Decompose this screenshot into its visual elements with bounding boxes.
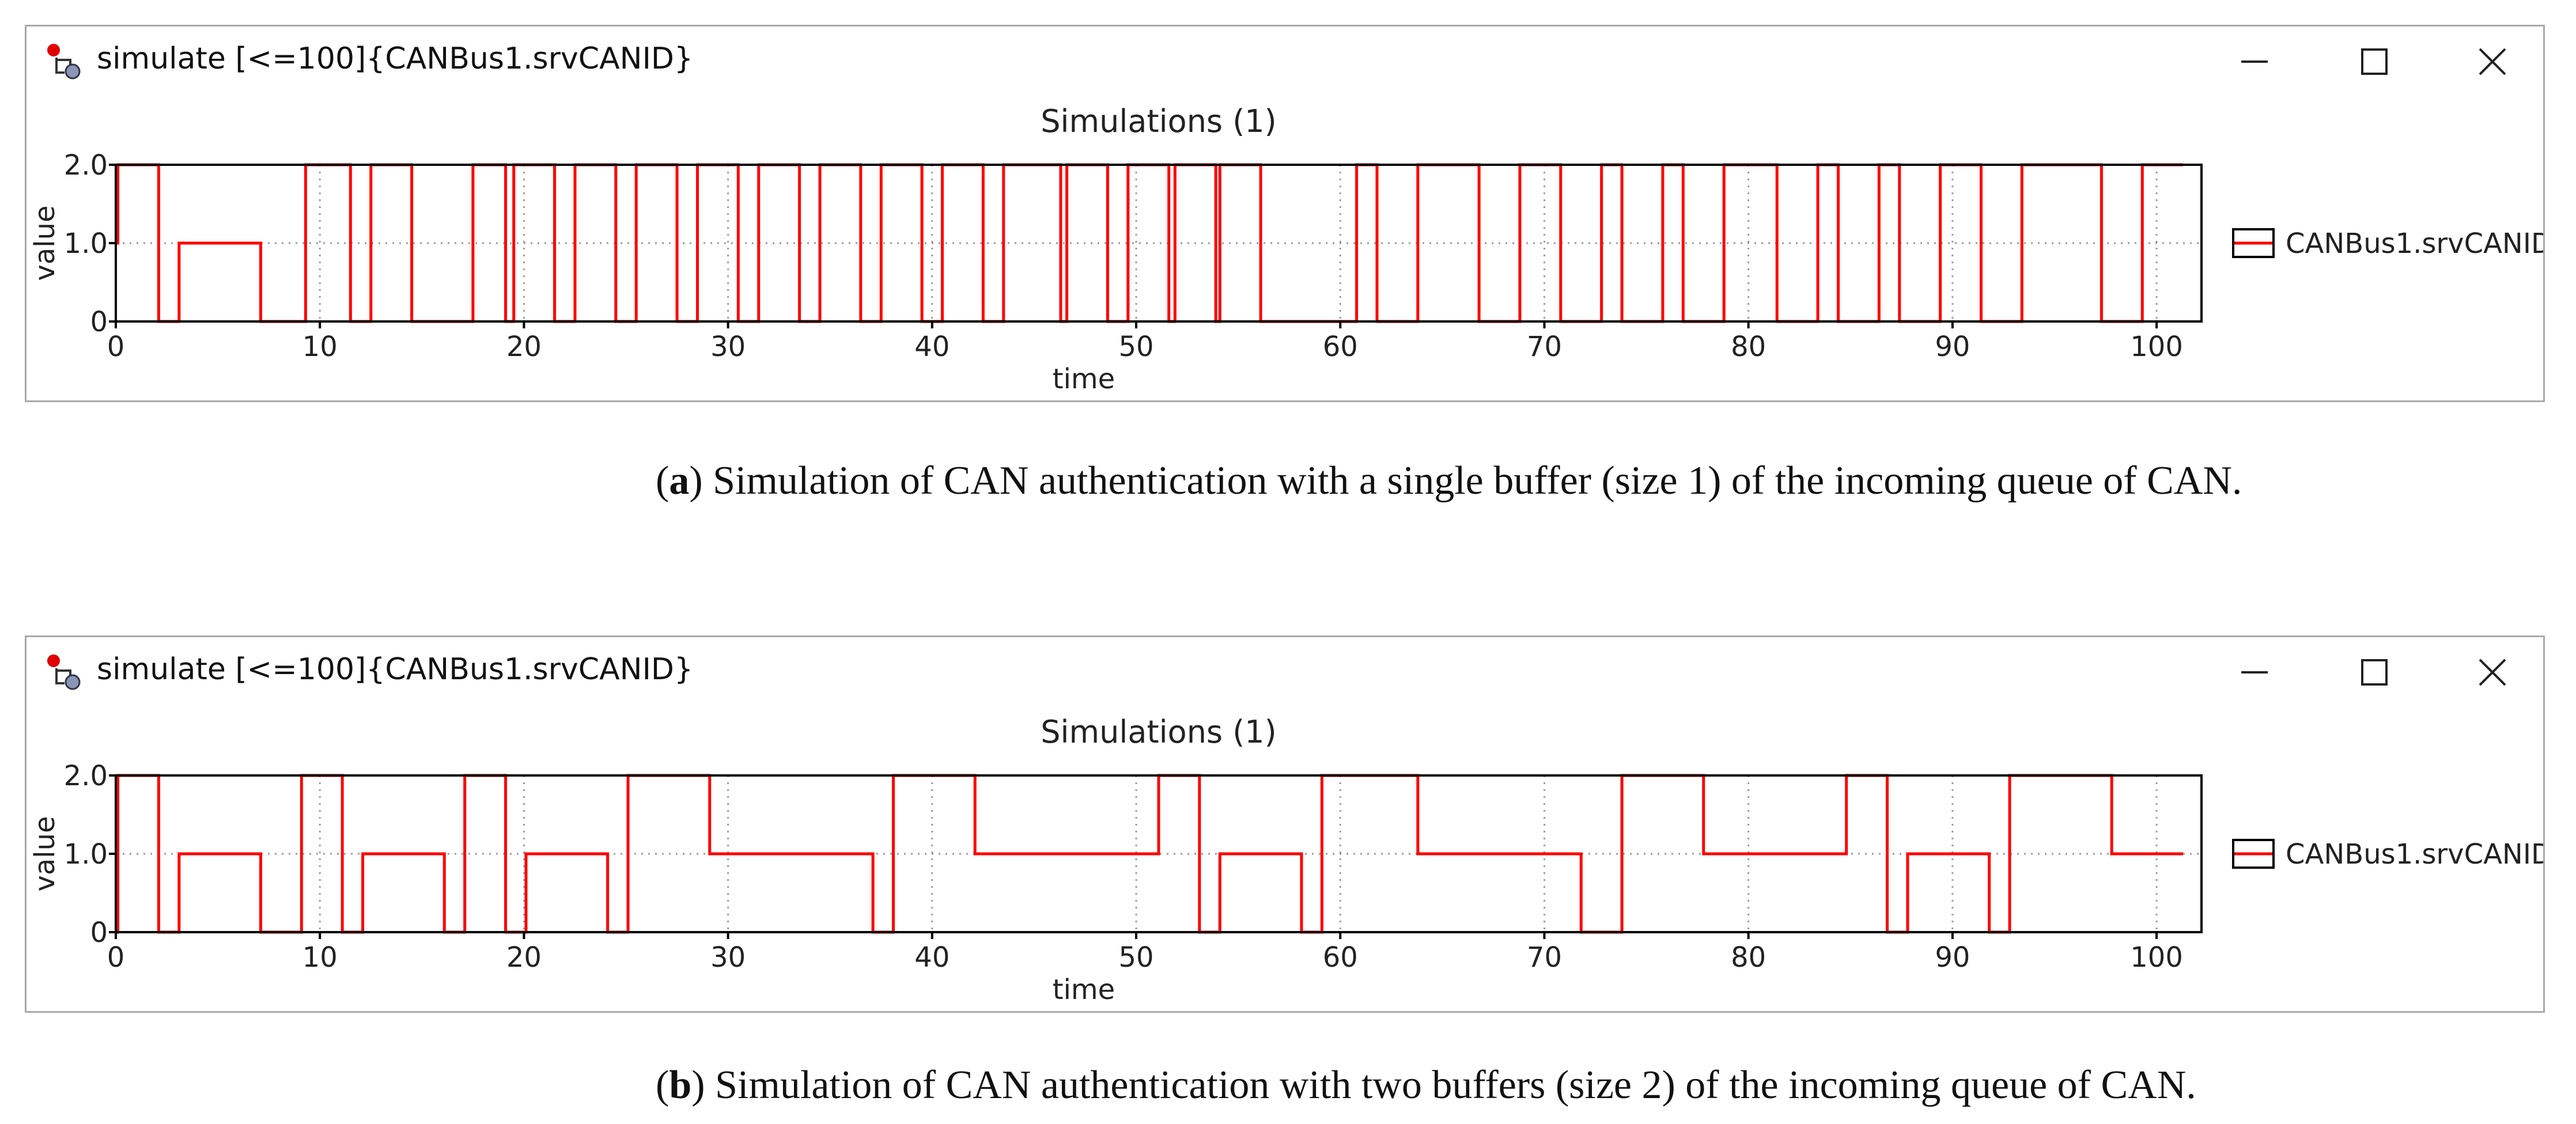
x-tick-label: 40 xyxy=(914,941,950,974)
x-tick-label: 10 xyxy=(302,941,338,974)
maximize-icon xyxy=(2361,659,2388,686)
x-tick-label: 40 xyxy=(914,331,950,363)
x-tick-label: 90 xyxy=(1935,331,1970,363)
minimize-icon xyxy=(2241,60,2268,63)
y-tick-label: 1.0 xyxy=(64,228,108,260)
y-tick-label: 2.0 xyxy=(64,760,108,792)
minimize-button[interactable] xyxy=(2234,41,2275,82)
plot-frame xyxy=(115,164,2203,323)
x-tick-label: 30 xyxy=(710,941,746,974)
x-tick-label: 60 xyxy=(1323,941,1358,974)
close-button[interactable] xyxy=(2472,41,2513,82)
x-tick-label: 30 xyxy=(710,331,746,363)
x-axis-label: time xyxy=(1053,974,1115,1006)
caption-text: Simulation of CAN authentication with tw… xyxy=(715,1063,2196,1107)
window-title: simulate [<=100]{CANBus1.srvCANID} xyxy=(97,41,694,76)
x-tick-label: 50 xyxy=(1118,331,1153,363)
x-tick-label: 70 xyxy=(1527,941,1562,974)
x-tick-label: 100 xyxy=(2130,941,2183,974)
close-button[interactable] xyxy=(2472,652,2513,692)
y-tick-label: 0 xyxy=(90,917,108,949)
y-tick-label: 2.0 xyxy=(64,149,108,181)
x-tick-label: 70 xyxy=(1527,331,1562,363)
window-titlebar[interactable]: simulate [<=100]{CANBus1.srvCANID} xyxy=(27,637,2543,706)
window-titlebar[interactable]: simulate [<=100]{CANBus1.srvCANID} xyxy=(27,27,2543,96)
maximize-button[interactable] xyxy=(2354,652,2395,692)
simulation-window-a: simulate [<=100]{CANBus1.srvCANID} Simul… xyxy=(25,25,2545,402)
minimize-icon xyxy=(2241,671,2268,673)
y-tick-label: 1.0 xyxy=(64,838,108,871)
figure-caption-a: (a) Simulation of CAN authentication wit… xyxy=(656,459,2242,503)
caption-text: Simulation of CAN authentication with a … xyxy=(713,459,2242,503)
x-axis-label: time xyxy=(1053,363,1115,395)
x-tick-label: 0 xyxy=(107,941,125,974)
maximize-icon xyxy=(2361,48,2388,75)
simulation-window-b: simulate [<=100]{CANBus1.srvCANID} Simul… xyxy=(25,635,2545,1013)
x-tick-label: 80 xyxy=(1731,331,1766,363)
x-tick-label: 50 xyxy=(1118,941,1153,974)
y-axis-label: value xyxy=(29,205,61,281)
x-tick-label: 60 xyxy=(1323,331,1358,363)
x-tick-label: 90 xyxy=(1935,941,1970,974)
close-icon xyxy=(2479,48,2506,75)
chart-b: Simulations (1) 0 10 20 30 40 50 60 70 80 90 100 0 1.… xyxy=(29,714,2543,1006)
window-title: simulate [<=100]{CANBus1.srvCANID} xyxy=(97,652,694,687)
caption-letter: b xyxy=(669,1063,692,1107)
maximize-button[interactable] xyxy=(2354,41,2395,82)
minimize-button[interactable] xyxy=(2234,652,2275,692)
y-tick-label: 0 xyxy=(90,306,108,338)
chart-title: Simulations (1) xyxy=(1041,714,1276,750)
close-icon xyxy=(2479,658,2506,686)
chart-a: Simulations (1) 0 10 20 30 40 50 60 70 80 90 100 0 1.… xyxy=(29,103,2543,395)
x-tick-label: 20 xyxy=(506,331,542,363)
chart-title: Simulations (1) xyxy=(1041,103,1276,139)
figure-caption-b: (b) Simulation of CAN authentication wit… xyxy=(656,1063,2196,1107)
caption-letter: a xyxy=(669,459,690,503)
y-axis-label: value xyxy=(29,816,61,891)
x-tick-label: 20 xyxy=(506,941,542,974)
legend-label: CANBus1.srvCANID xyxy=(2286,228,2543,260)
x-tick-label: 100 xyxy=(2130,331,2183,363)
x-tick-label: 10 xyxy=(302,331,338,363)
x-tick-label: 0 xyxy=(107,331,125,363)
x-tick-label: 80 xyxy=(1731,941,1766,974)
simulation-icon xyxy=(45,653,85,694)
simulation-icon xyxy=(45,43,85,83)
legend-label: CANBus1.srvCANID xyxy=(2286,838,2543,871)
